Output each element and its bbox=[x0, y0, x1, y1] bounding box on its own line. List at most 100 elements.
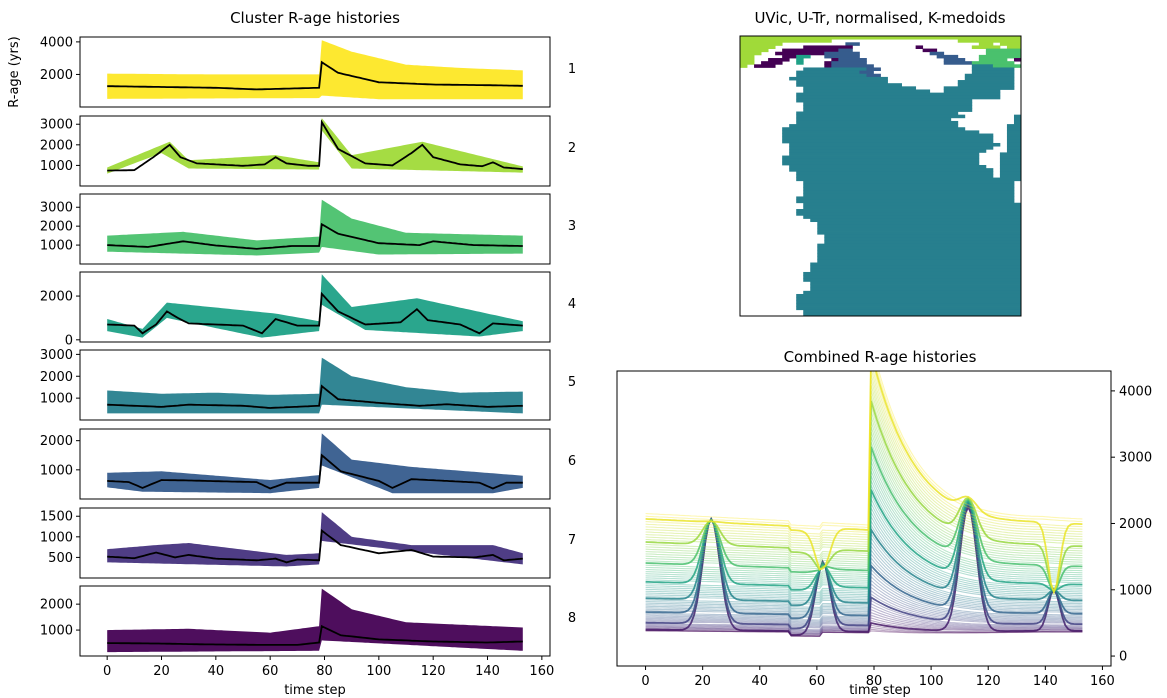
map-cell bbox=[740, 61, 755, 65]
map-cell bbox=[957, 39, 1022, 43]
map-cell bbox=[971, 61, 1015, 65]
map-cell bbox=[803, 278, 1022, 282]
history-line bbox=[645, 371, 1083, 540]
map-cell bbox=[831, 61, 867, 65]
map-cell bbox=[803, 180, 1015, 185]
x-tick-label: 160 bbox=[529, 664, 554, 679]
median-line bbox=[107, 453, 523, 490]
history-line bbox=[645, 498, 1083, 595]
map-cell bbox=[803, 309, 1022, 314]
map-cell bbox=[999, 42, 1022, 46]
map-cell bbox=[796, 293, 1022, 298]
map-cell bbox=[1006, 127, 1022, 131]
history-line bbox=[645, 456, 1083, 578]
cluster-panel-4: 0 2000 4 bbox=[40, 271, 576, 348]
y-tick-label: 2000 bbox=[40, 598, 73, 613]
history-line bbox=[645, 586, 1083, 627]
cluster-panel-6: 1000 2000 6 bbox=[40, 428, 576, 500]
y-tick-label: 3000 bbox=[40, 348, 73, 363]
map-cell bbox=[810, 281, 1022, 285]
cluster-label: 2 bbox=[568, 141, 576, 156]
band-area bbox=[107, 274, 523, 338]
map-cell bbox=[824, 54, 860, 59]
history-line bbox=[645, 560, 1083, 619]
map-frame bbox=[739, 35, 1022, 317]
map-cell bbox=[796, 174, 994, 178]
history-line bbox=[645, 371, 1083, 595]
median-line bbox=[107, 119, 523, 172]
history-line bbox=[645, 544, 1083, 613]
map-cell bbox=[999, 174, 1022, 178]
map-cell bbox=[817, 246, 1022, 251]
x-tick-label: 100 bbox=[366, 664, 391, 679]
cluster-label: 5 bbox=[568, 375, 576, 390]
map-cell bbox=[824, 64, 832, 68]
panel-frame bbox=[79, 36, 551, 108]
left-title: Cluster R-age histories bbox=[230, 9, 400, 27]
history-line bbox=[645, 540, 1083, 611]
map-cell bbox=[845, 42, 860, 46]
map-cell bbox=[796, 61, 804, 65]
map-cell bbox=[803, 183, 1015, 188]
history-line bbox=[645, 568, 1083, 621]
map-cell bbox=[810, 268, 1022, 273]
history-line bbox=[645, 446, 1083, 593]
map-cell bbox=[789, 152, 980, 156]
x-tick-label: 20 bbox=[153, 664, 170, 679]
history-line bbox=[645, 371, 1083, 530]
map-cell bbox=[796, 83, 902, 87]
history-line bbox=[645, 582, 1083, 626]
map-cell bbox=[796, 212, 1022, 216]
map-cell bbox=[943, 61, 973, 65]
map-cell bbox=[1006, 149, 1022, 153]
map-cell bbox=[803, 193, 1015, 197]
map-cell bbox=[817, 259, 1022, 263]
history-line bbox=[645, 552, 1083, 616]
cluster-panel-7: 500 1000 1500 7 bbox=[40, 507, 576, 579]
map-cell bbox=[796, 120, 959, 125]
map-cell bbox=[803, 45, 853, 49]
history-line bbox=[645, 451, 1083, 576]
history-line bbox=[645, 628, 1083, 637]
map-cell bbox=[971, 67, 1015, 72]
history-line bbox=[645, 484, 1083, 590]
y-tick-label: 1000 bbox=[40, 624, 73, 639]
map-cell bbox=[838, 58, 867, 62]
band-area bbox=[107, 588, 523, 653]
panel-frame bbox=[79, 193, 551, 265]
y-tick-label: 1000 bbox=[1119, 583, 1152, 598]
map-cell bbox=[782, 127, 966, 131]
map-cell bbox=[796, 306, 1022, 311]
y-tick-label: 3000 bbox=[40, 201, 73, 216]
map-cell bbox=[957, 83, 1015, 87]
map-cell bbox=[782, 158, 980, 163]
history-line bbox=[645, 406, 1083, 556]
combined-title: Combined R-age histories bbox=[784, 348, 977, 366]
median-line bbox=[107, 528, 523, 564]
map-cell bbox=[922, 48, 938, 53]
map-cell bbox=[803, 271, 1022, 276]
left-xlabel: time step bbox=[284, 683, 346, 698]
history-line bbox=[645, 489, 1083, 592]
map-cell bbox=[789, 149, 987, 153]
map-cell bbox=[740, 64, 748, 68]
y-tick-label: 2000 bbox=[40, 68, 73, 83]
history-line bbox=[645, 505, 1083, 599]
x-tick-label: 80 bbox=[316, 664, 333, 679]
band-area bbox=[107, 40, 523, 100]
band-area bbox=[107, 118, 523, 174]
history-line bbox=[645, 593, 1083, 629]
map-cell bbox=[803, 202, 1022, 207]
map-cell bbox=[810, 218, 1022, 223]
map-cell bbox=[796, 80, 888, 84]
map-cell bbox=[789, 146, 994, 150]
map-cell bbox=[740, 42, 783, 46]
x-tick-label: 80 bbox=[866, 674, 883, 689]
history-line bbox=[645, 536, 1083, 610]
map-cell bbox=[971, 64, 994, 68]
history-line bbox=[645, 431, 1083, 568]
map-cell bbox=[796, 73, 867, 78]
map-cell bbox=[915, 45, 924, 49]
right-xlabel: time step bbox=[849, 683, 911, 698]
